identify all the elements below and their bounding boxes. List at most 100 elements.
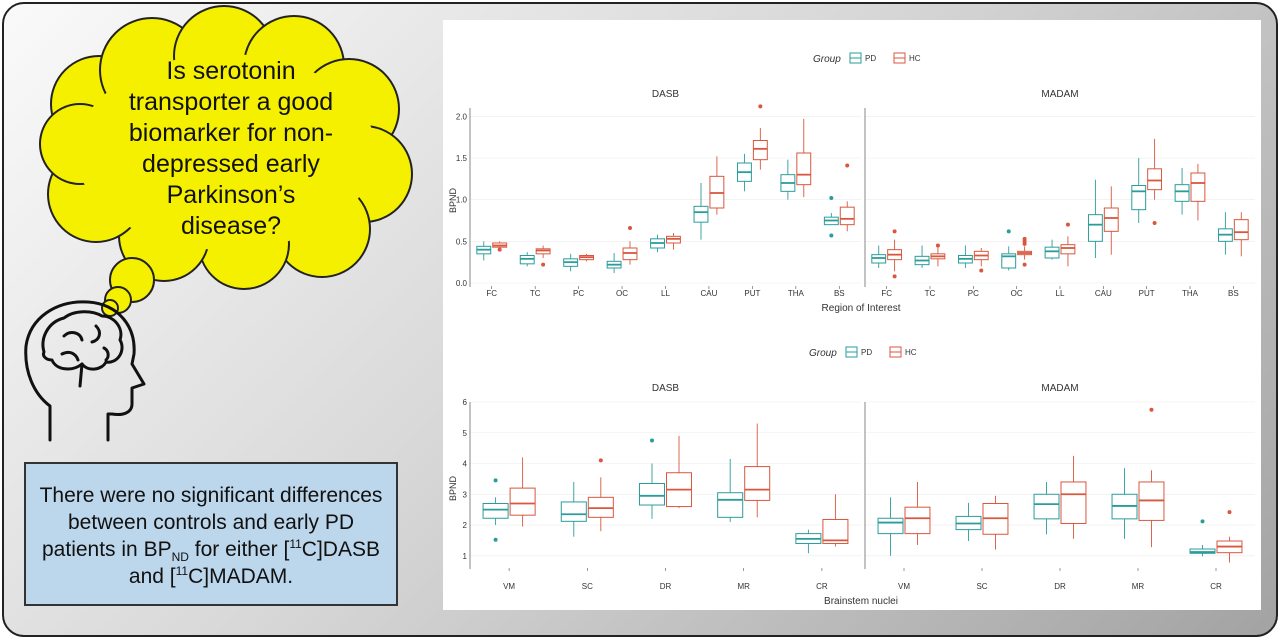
thought-illustration (24, 5, 413, 442)
x-tick-label: LL (661, 289, 670, 298)
x-tick-label: CAU (1095, 289, 1112, 298)
box-hc-pc (579, 253, 595, 262)
box-pd-tc (519, 252, 535, 267)
conclusion-text-2: for either [ (188, 538, 290, 561)
box-hc-sc (982, 495, 1009, 550)
box-hc-tha (1190, 163, 1206, 221)
box-hc-bs (839, 163, 855, 232)
series-pd (877, 468, 1216, 557)
outlier-point (829, 196, 834, 200)
facet-title: MADAM (1041, 89, 1078, 100)
box-pd-oc (1001, 229, 1017, 271)
facet-title: MADAM (1041, 383, 1078, 394)
x-tick-label: SC (582, 582, 593, 591)
box-hc-mr (744, 423, 771, 518)
box-pd-mr (717, 458, 744, 522)
conclusion-superscript-1: 11 (289, 537, 302, 551)
conclusion-subscript: ND (171, 550, 189, 565)
x-tick-label: OC (1011, 289, 1023, 298)
x-tick-label: PUT (1139, 289, 1155, 298)
outlier-point (1065, 222, 1070, 227)
x-tick-label: LL (1056, 289, 1065, 298)
box-hc-put (752, 104, 768, 170)
box-pd-bs (823, 196, 839, 238)
box-iqr (560, 501, 587, 522)
series-pd (871, 158, 1233, 271)
outlier-point (1022, 241, 1027, 246)
x-tick-label: MR (737, 582, 750, 591)
brain-head-icon (24, 300, 146, 442)
series-pd (476, 153, 839, 273)
y-tick-label: 3 (463, 490, 468, 499)
thought-cloud-center (76, 54, 376, 250)
box-iqr (904, 506, 931, 535)
box-iqr (1103, 207, 1119, 232)
x-tick-label: PUT (744, 289, 760, 298)
box-hc-dr (1060, 455, 1087, 539)
legend-title: Group (809, 348, 837, 359)
x-tick-label: THA (1182, 289, 1199, 298)
y-tick-label: 0.0 (456, 279, 468, 288)
outlier-point (892, 274, 897, 279)
box-iqr (744, 466, 771, 501)
x-tick-label: DR (1054, 582, 1066, 591)
x-tick-label: MR (1132, 582, 1145, 591)
outlier-point (1149, 407, 1154, 412)
x-tick-label: CR (816, 582, 828, 591)
facet-title: DASB (652, 89, 680, 100)
box-pd-dr (1033, 481, 1060, 535)
box-pd-put (736, 153, 752, 192)
box-iqr (839, 206, 855, 226)
x-tick-label: PC (968, 289, 979, 298)
outlier-point (758, 104, 763, 109)
outlier-point (493, 537, 498, 542)
box-iqr (1001, 253, 1017, 269)
box-iqr (877, 517, 904, 535)
box-iqr (1233, 219, 1249, 241)
x-tick-label: VM (503, 582, 515, 591)
box-iqr (796, 152, 812, 186)
box-hc-ll (666, 233, 681, 250)
outlier-point (497, 247, 502, 252)
boxplot-figure: Group PD HC BPND Region of Interest 0.0 0.5 1.0… (448, 52, 1255, 607)
box-hc-fc (887, 229, 903, 279)
box-hc-oc (622, 226, 638, 265)
box-pd-put (1131, 158, 1147, 223)
box-iqr (1174, 184, 1190, 202)
y-tick-label: 1 (463, 552, 468, 561)
box-hc-oc (1017, 236, 1033, 267)
y-axis-label: BPND (448, 476, 458, 502)
x-tick-label: BS (834, 289, 845, 298)
y-tick-label: 2 (463, 521, 468, 530)
outlier-point (541, 262, 546, 267)
y-tick-label: 0.5 (456, 237, 468, 246)
x-tick-label: OC (616, 289, 628, 298)
box-iqr (1087, 214, 1103, 242)
outlier-point (1200, 519, 1205, 524)
conclusion-text-1: There were no significant differences be… (39, 484, 383, 561)
x-tick-label: CR (1210, 582, 1222, 591)
chart-panel: Group PD HC BPND Region of Interest 0.0 0.5 1.0… (443, 20, 1261, 610)
research-question: Is serotonin transporter a good biomarke… (128, 57, 334, 240)
outlier-point (628, 226, 633, 230)
x-tick-label: TC (925, 289, 936, 298)
box-hc-put (1147, 138, 1163, 225)
box-hc-tha (796, 118, 812, 198)
box-iqr (752, 140, 768, 161)
x-tick-label: BS (1228, 289, 1239, 298)
box-hc-vm (904, 481, 931, 546)
box-pd-tc (914, 245, 930, 268)
box-hc-cr (822, 494, 849, 547)
series-pd (482, 438, 822, 554)
x-tick-label: PC (573, 289, 584, 298)
outlier-point (649, 438, 654, 443)
outlier-point (845, 163, 850, 168)
conclusion-text-4: C]MADAM. (188, 565, 294, 588)
box-iqr (1060, 244, 1076, 255)
box-iqr (509, 487, 536, 516)
box-pd-bs (1217, 212, 1233, 255)
outlier-point (1006, 229, 1011, 234)
facet-title: DASB (652, 383, 680, 394)
series-hc (887, 138, 1249, 279)
outlier-point (892, 229, 897, 234)
